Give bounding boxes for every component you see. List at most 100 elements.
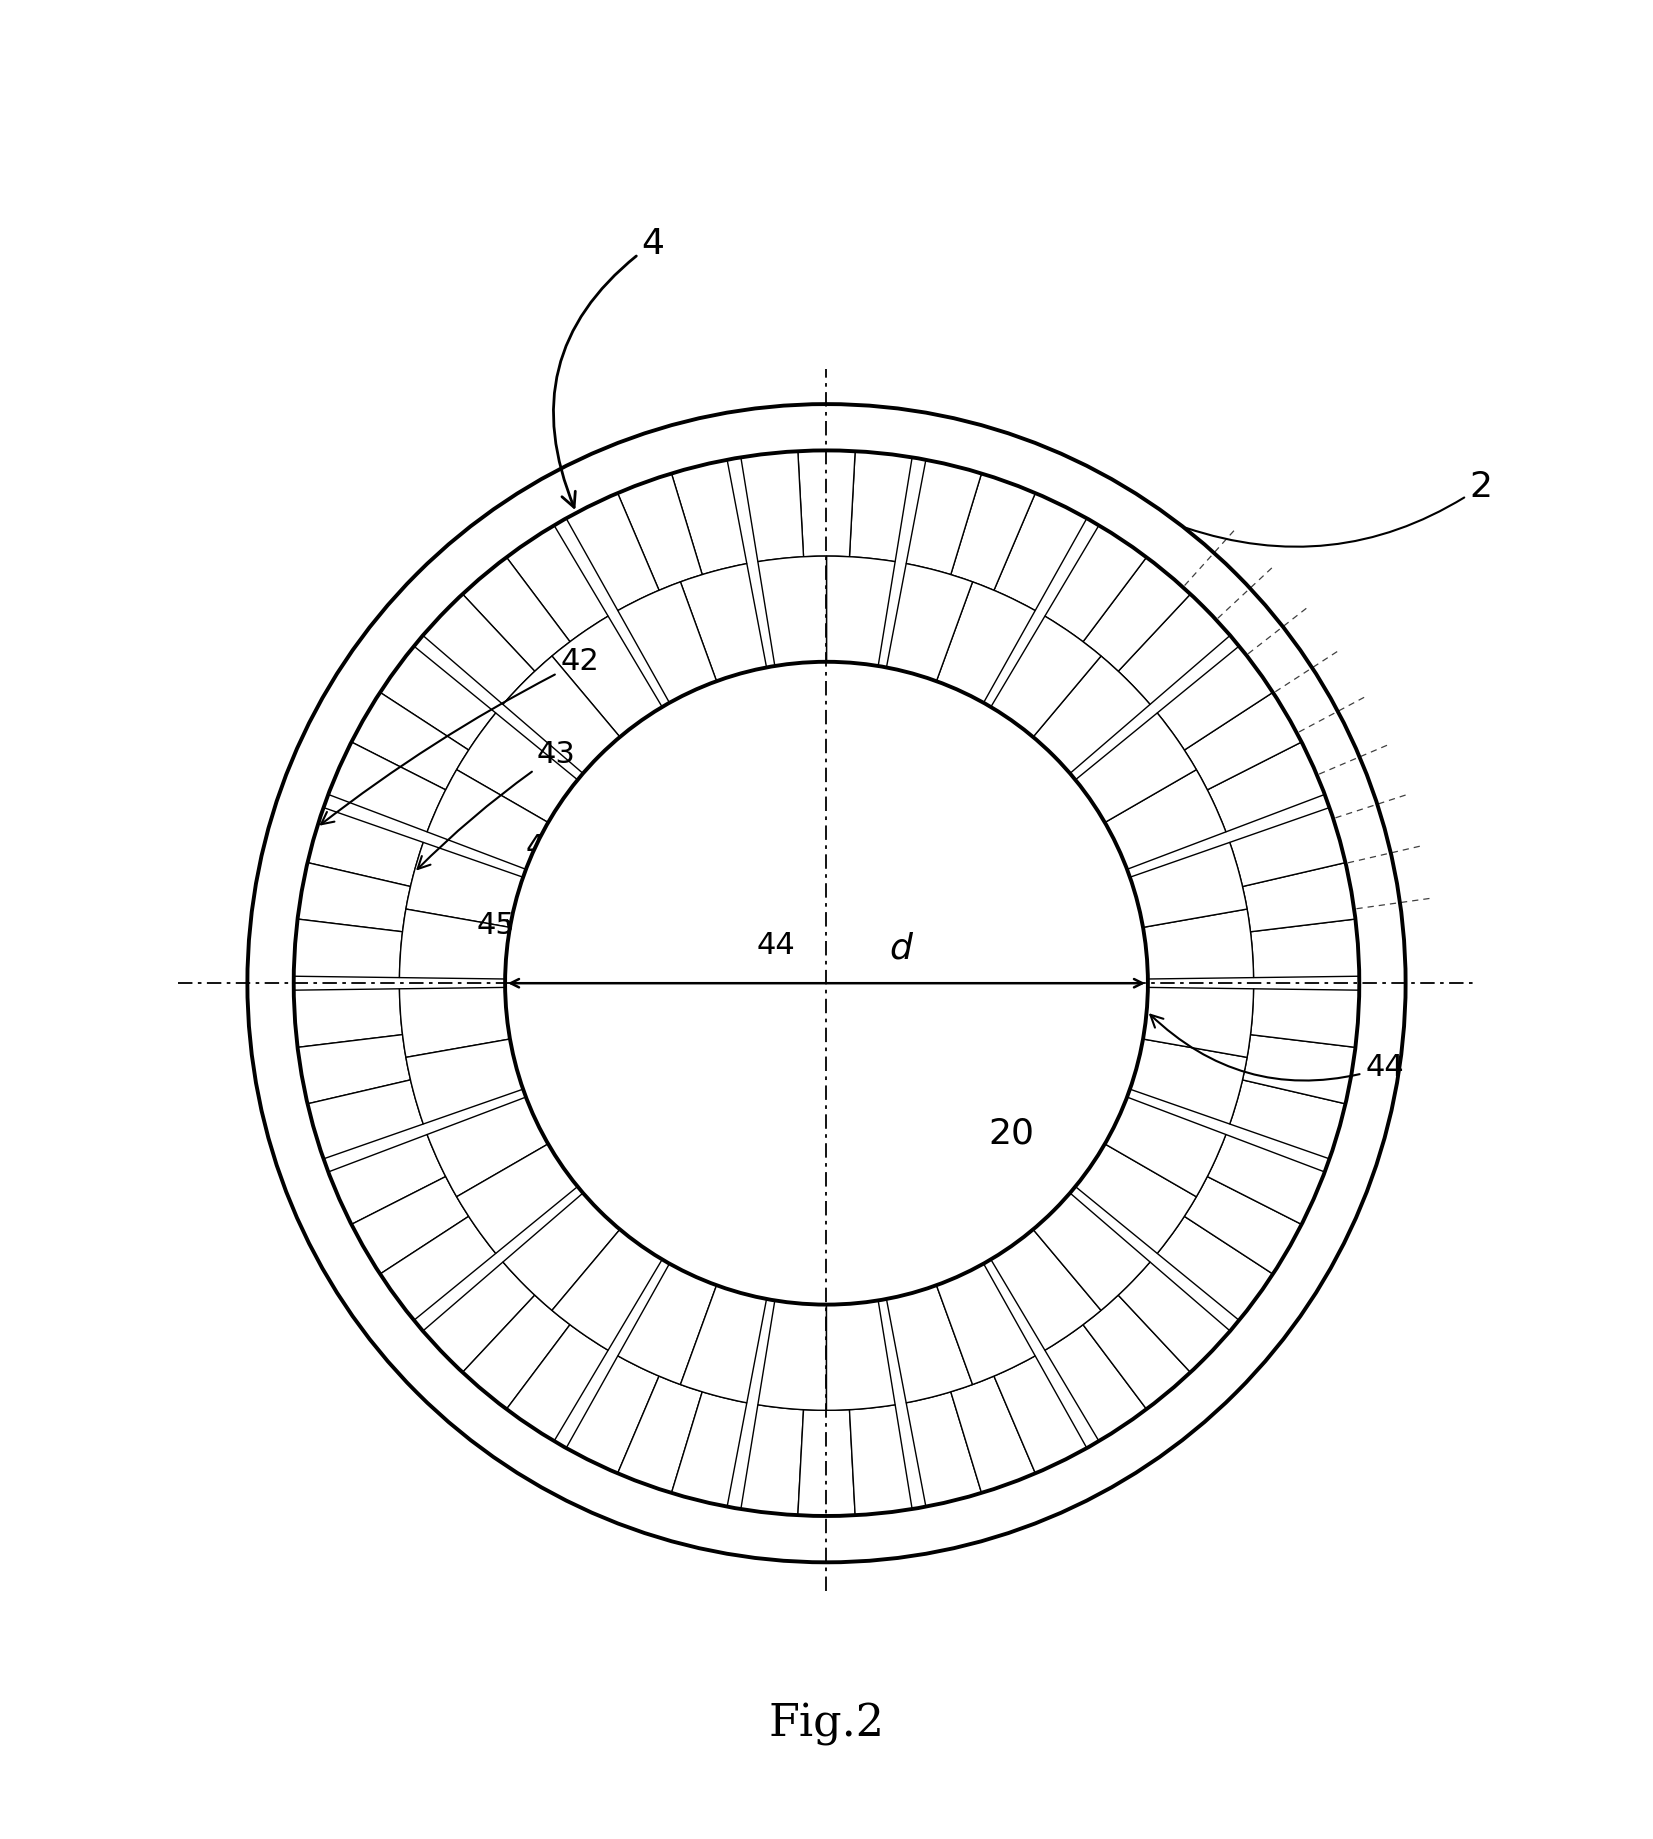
Wedge shape <box>423 1262 536 1372</box>
Text: 42: 42 <box>321 647 598 824</box>
Wedge shape <box>618 1376 703 1493</box>
Wedge shape <box>298 1035 410 1103</box>
Text: 45: 45 <box>478 910 516 940</box>
Wedge shape <box>1243 862 1355 932</box>
Circle shape <box>506 662 1147 1304</box>
Text: 4: 4 <box>554 226 665 508</box>
Wedge shape <box>671 460 747 574</box>
Wedge shape <box>552 616 663 737</box>
Wedge shape <box>463 557 570 671</box>
Wedge shape <box>294 989 403 1048</box>
Wedge shape <box>1131 1039 1246 1124</box>
Wedge shape <box>426 771 549 870</box>
Wedge shape <box>1045 1324 1147 1442</box>
Wedge shape <box>298 862 410 932</box>
Wedge shape <box>1104 771 1227 870</box>
Wedge shape <box>1117 1262 1230 1372</box>
Wedge shape <box>380 645 496 750</box>
Text: $d$: $d$ <box>889 932 914 965</box>
Wedge shape <box>352 1177 469 1274</box>
Wedge shape <box>407 1039 522 1124</box>
Wedge shape <box>1033 657 1150 774</box>
Wedge shape <box>993 1355 1086 1473</box>
Wedge shape <box>567 493 660 611</box>
Wedge shape <box>423 594 536 704</box>
Wedge shape <box>307 807 423 886</box>
Wedge shape <box>1104 1098 1227 1197</box>
Wedge shape <box>990 1230 1101 1350</box>
Wedge shape <box>757 1300 826 1411</box>
Wedge shape <box>798 1411 855 1515</box>
Wedge shape <box>1250 920 1359 978</box>
Wedge shape <box>937 581 1035 702</box>
Wedge shape <box>407 842 522 927</box>
Text: Fig.2: Fig.2 <box>769 1703 884 1745</box>
Wedge shape <box>850 1405 912 1515</box>
Wedge shape <box>463 1295 570 1409</box>
Wedge shape <box>1250 989 1359 1048</box>
Wedge shape <box>1243 1035 1355 1103</box>
Text: 2: 2 <box>1185 469 1493 546</box>
Wedge shape <box>1207 1135 1324 1225</box>
Wedge shape <box>503 657 620 774</box>
Wedge shape <box>950 473 1035 590</box>
Wedge shape <box>506 1324 608 1442</box>
Wedge shape <box>993 493 1086 611</box>
Wedge shape <box>1076 1144 1197 1254</box>
Wedge shape <box>1207 741 1324 831</box>
Wedge shape <box>886 563 972 680</box>
Wedge shape <box>1142 988 1253 1057</box>
Wedge shape <box>380 1216 496 1320</box>
Wedge shape <box>1142 908 1253 978</box>
Wedge shape <box>1117 594 1230 704</box>
Wedge shape <box>552 1230 663 1350</box>
Text: 44: 44 <box>757 931 795 960</box>
Wedge shape <box>329 741 446 831</box>
Wedge shape <box>329 1135 446 1225</box>
Wedge shape <box>826 555 896 666</box>
Wedge shape <box>757 555 826 666</box>
Text: 20: 20 <box>988 1116 1035 1151</box>
Wedge shape <box>1131 842 1246 927</box>
Wedge shape <box>741 1405 803 1515</box>
Wedge shape <box>826 1300 896 1411</box>
Wedge shape <box>681 563 767 680</box>
Wedge shape <box>886 1285 972 1403</box>
Wedge shape <box>426 1098 549 1197</box>
Wedge shape <box>567 1355 660 1473</box>
Wedge shape <box>1076 714 1197 822</box>
Wedge shape <box>506 526 608 642</box>
Wedge shape <box>1184 1177 1301 1274</box>
Wedge shape <box>741 451 803 561</box>
Wedge shape <box>352 691 469 791</box>
Wedge shape <box>294 920 403 978</box>
Text: 41: 41 <box>661 714 977 787</box>
Wedge shape <box>681 1285 767 1403</box>
Wedge shape <box>937 1263 1035 1385</box>
Wedge shape <box>307 1079 423 1159</box>
Text: 43: 43 <box>418 739 575 870</box>
Wedge shape <box>1083 557 1190 671</box>
Wedge shape <box>1230 1079 1346 1159</box>
Text: 44: 44 <box>1150 1015 1403 1081</box>
Text: 44: 44 <box>507 833 564 934</box>
Wedge shape <box>950 1376 1035 1493</box>
Wedge shape <box>1184 691 1301 791</box>
Wedge shape <box>400 908 511 978</box>
Wedge shape <box>618 1263 716 1385</box>
Wedge shape <box>1157 1216 1273 1320</box>
Wedge shape <box>456 1144 577 1254</box>
Wedge shape <box>456 714 577 822</box>
Wedge shape <box>1083 1295 1190 1409</box>
Wedge shape <box>618 581 716 702</box>
Wedge shape <box>1230 807 1346 886</box>
Wedge shape <box>1033 1194 1150 1311</box>
Wedge shape <box>1157 645 1273 750</box>
Wedge shape <box>618 473 703 590</box>
Wedge shape <box>1045 526 1147 642</box>
Wedge shape <box>798 451 855 557</box>
Wedge shape <box>503 1194 620 1311</box>
Wedge shape <box>671 1392 747 1506</box>
Wedge shape <box>906 1392 982 1506</box>
Wedge shape <box>400 988 511 1057</box>
